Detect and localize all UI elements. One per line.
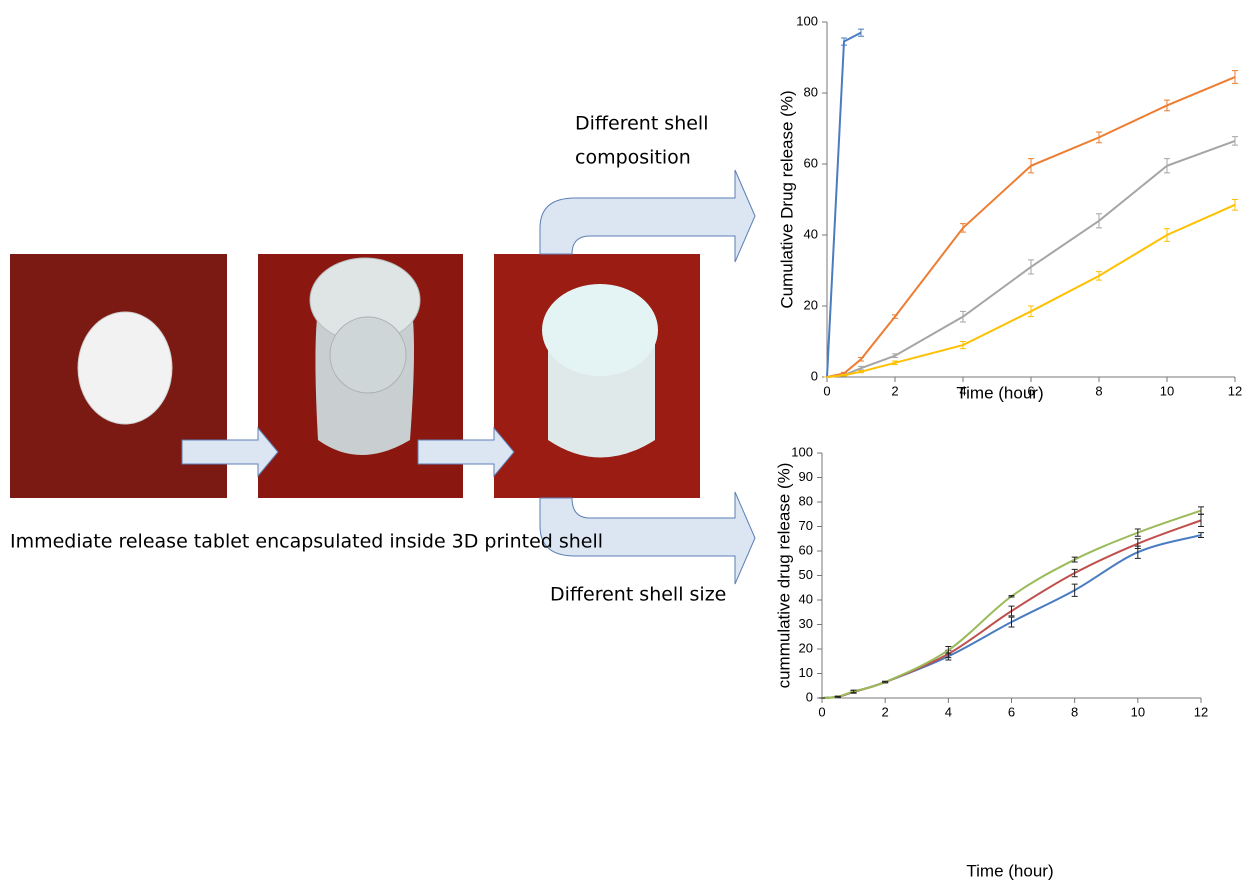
error-bar [960,311,966,322]
figure: Immediate release tablet encapsulated in… [0,0,1246,884]
caption: Immediate release tablet encapsulated in… [10,531,603,553]
y-tick-label: 40 [804,226,818,241]
y-tick-label: 80 [804,84,818,99]
curved-arrow-up [540,170,755,262]
error-bar [835,696,841,697]
series-line [827,77,1235,377]
x-tick-label: 4 [945,704,952,719]
y-tick-label: 20 [799,640,813,655]
y-tick-label: 10 [799,665,813,680]
error-bar [1096,214,1102,228]
x-tick-label: 6 [1008,704,1015,719]
y-tick-label: 70 [799,518,813,533]
error-bar [1009,606,1015,616]
y-tick-label: 60 [799,542,813,557]
x-tick-label: 10 [1131,704,1145,719]
x-tick-label: 12 [1228,383,1242,398]
y-axis-title: Cumulative Drug release (%) [777,90,796,308]
x-tick-label: 2 [882,704,889,719]
error-bar [1009,596,1015,597]
error-bar [1072,584,1078,596]
y-tick-label: 60 [804,155,818,170]
y-tick-label: 100 [791,444,813,459]
y-axis-title: cummulative drug release (%) [774,463,793,689]
x-tick-label: 8 [1095,383,1102,398]
x-tick-label: 0 [818,704,825,719]
page: Immediate release tablet encapsulated in… [0,0,1246,889]
series-line [827,141,1235,377]
y-tick-label: 20 [804,297,818,312]
y-tick-label: 0 [811,368,818,383]
series-line [827,33,861,377]
x-tick-label: 2 [891,383,898,398]
series-line [822,535,1201,698]
series-line [822,511,1201,698]
error-bar [1028,260,1034,274]
arrow-label: Different shell size [550,584,726,606]
x-tick-label: 8 [1071,704,1078,719]
photo-shell-closed [494,254,700,498]
y-tick-label: 100 [796,13,818,28]
y-tick-label: 30 [799,616,813,631]
y-tick-label: 0 [806,689,813,704]
y-tick-label: 80 [799,493,813,508]
arrow-label: Different shell [575,113,709,135]
x-tick-label: 12 [1194,704,1208,719]
x-axis-title: Time (hour) [966,861,1053,880]
x-tick-label: 0 [823,383,830,398]
y-tick-label: 90 [799,469,813,484]
y-tick-label: 50 [799,567,813,582]
x-tick-label: 10 [1160,383,1174,398]
x-axis-title: Time (hour) [956,383,1043,402]
arrow-label: composition [575,147,691,169]
series-line [827,205,1235,377]
y-tick-label: 40 [799,591,813,606]
